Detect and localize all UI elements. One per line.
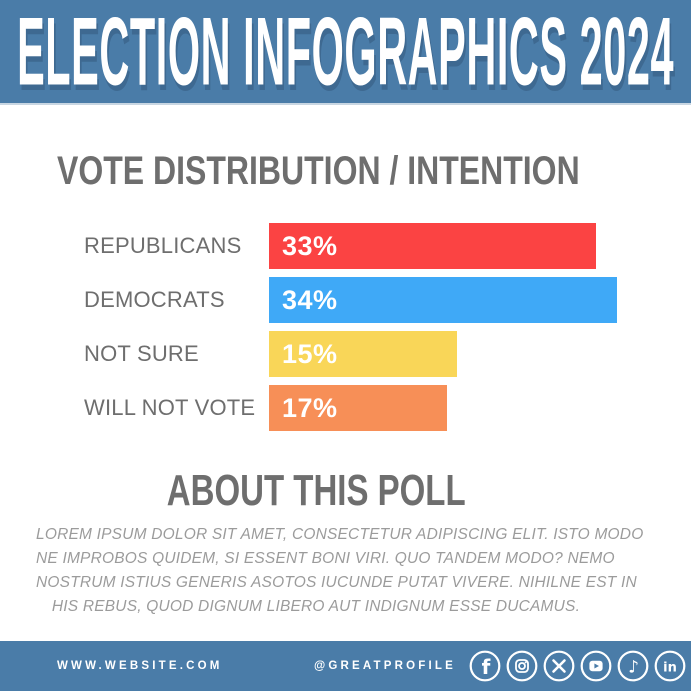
bar-republicans: 33% <box>269 223 596 269</box>
chart-row-will-not-vote: WILL NOT VOTE 17% <box>84 385 691 431</box>
about-heading: ABOUT THIS POLL <box>166 466 466 515</box>
about-line: NE IMPROBOS QUIDEM, SI ESSENT BONI VIRI.… <box>36 550 615 567</box>
tiktok-icon: ♪ <box>617 650 649 682</box>
youtube-icon <box>580 650 612 682</box>
about-line: HIS REBUS, QUOD DIGNUM LIBERO AUT INDIGN… <box>51 598 581 615</box>
social-icons-row: f <box>469 650 686 682</box>
vote-bar-chart: REPUBLICANS 33% DEMOCRATS 34% NOT SURE 1… <box>84 223 691 431</box>
about-paragraph: LOREM IPSUM DOLOR SIT AMET, CONSECTETUR … <box>36 523 644 619</box>
instagram-icon <box>506 650 538 682</box>
footer-band: WWW.WEBSITE.COM @GREATPROFILE f <box>0 641 691 691</box>
social-handle-text: @GREATPROFILE <box>313 660 456 672</box>
bar-label: WILL NOT VOTE <box>84 395 256 420</box>
chart-row-not-sure: NOT SURE 15% <box>84 331 691 377</box>
header-band: ELECTION INFOGRAPHICS 2024 <box>0 0 691 105</box>
about-line: LOREM IPSUM DOLOR SIT AMET, CONSECTETUR … <box>36 526 644 543</box>
page-title: ELECTION INFOGRAPHICS 2024 <box>16 0 675 105</box>
chart-row-republicans: REPUBLICANS 33% <box>84 223 691 269</box>
bar-democrats: 34% <box>269 277 617 323</box>
svg-text:f: f <box>482 655 491 679</box>
bar-label: NOT SURE <box>84 341 199 366</box>
about-section: ABOUT THIS POLL LOREM IPSUM DOLOR SIT AM… <box>36 466 644 619</box>
linkedin-icon: in <box>654 650 686 682</box>
bar-not-sure: 15% <box>269 331 457 377</box>
bar-will-not-vote: 17% <box>269 385 447 431</box>
chart-row-democrats: DEMOCRATS 34% <box>84 277 691 323</box>
bar-value-label: 33% <box>282 230 338 261</box>
bar-value-label: 34% <box>282 284 338 315</box>
website-url-text: WWW.WEBSITE.COM <box>57 660 223 672</box>
svg-text:in: in <box>663 661 677 676</box>
footer-right-group: @GREATPROFILE f <box>314 650 686 682</box>
about-line: NOSTRUM ISTIUS GENERIS ASOTOS IUCUNDE PU… <box>36 574 637 591</box>
bar-value-label: 17% <box>282 392 338 423</box>
svg-text:♪: ♪ <box>628 658 639 678</box>
facebook-icon: f <box>469 650 501 682</box>
x-twitter-icon <box>543 650 575 682</box>
bar-label: REPUBLICANS <box>84 233 242 258</box>
bar-label: DEMOCRATS <box>84 287 225 312</box>
bar-value-label: 15% <box>282 338 338 369</box>
vote-distribution-heading: VOTE DISTRIBUTION / INTENTION <box>57 149 580 193</box>
